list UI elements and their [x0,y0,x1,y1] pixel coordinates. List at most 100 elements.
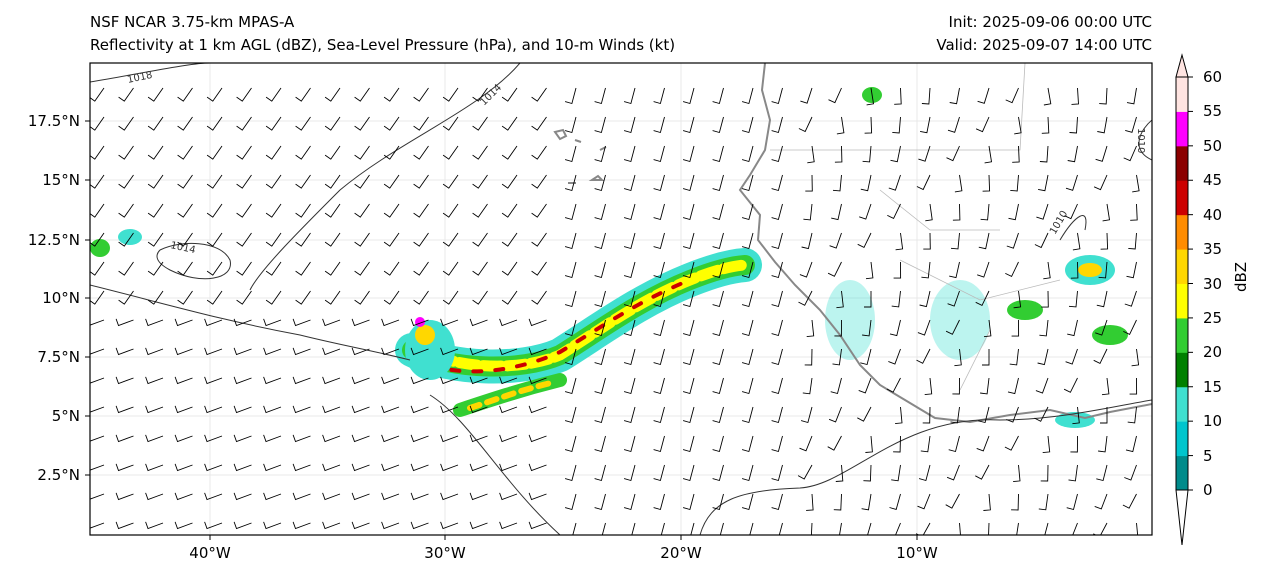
wind-barb [383,203,400,218]
wind-barb [984,145,993,164]
wind-barb [564,203,577,221]
wind-barb [594,87,606,105]
wind-barb [118,232,134,247]
wind-barb [410,463,429,472]
wind-barb [265,87,282,102]
wind-barb [292,492,311,501]
wind-barb [623,87,636,105]
wind-barb [623,145,636,163]
isobar-labels: 1018 1014 1014 1010 1010 [126,70,1146,256]
colorbar-segment [1176,455,1188,491]
wind-barb [501,87,518,102]
wind-barb [741,116,754,134]
wind-barb [381,405,400,414]
wind-barb [206,116,223,131]
wind-barb [1043,261,1051,280]
wind-barb [442,116,459,131]
wind-barb [778,522,783,535]
wind-barb [924,377,933,396]
wind-barb [118,261,134,276]
wind-barb [949,87,960,105]
wind-barb [594,203,606,221]
wind-barb [1043,87,1052,106]
wind-barb [233,376,252,385]
wind-barb [90,203,105,218]
wind-barb [623,435,636,453]
wind-barb [206,261,223,276]
wind-barb [653,174,665,192]
wind-barb [949,261,960,279]
wind-barb [771,290,783,308]
wind-barb [469,347,488,356]
wind-barb [945,319,960,335]
wind-barb [204,434,223,443]
wind-barb [920,435,931,453]
lat-tick: 15°N [42,171,80,189]
wind-barb [895,232,904,251]
wind-barb [236,261,252,276]
wind-barb [147,203,164,218]
wind-barb [1011,319,1020,337]
wind-barb [836,116,845,135]
wind-barb [712,406,724,424]
wind-barb [499,492,518,501]
wind-barb [623,232,636,250]
wind-barb [771,348,783,366]
wind-barb [1072,232,1081,251]
wind-barb [832,348,842,366]
wind-barb [1128,232,1137,250]
wind-barb [806,493,814,511]
wind-barb [145,434,164,443]
wind-barb [977,87,990,104]
wind-barb [174,521,193,530]
wind-barb [682,464,695,482]
wind-barb [594,319,606,337]
wind-barb [174,434,193,443]
wind-barb [174,376,193,385]
wind-barb [741,174,754,192]
wind-barb [263,405,282,414]
wind-barb [572,522,577,535]
wind-barb [864,291,872,308]
wind-barb [381,521,400,530]
wind-barb [263,492,282,501]
wind-barb [806,319,815,338]
wind-barb [324,203,341,218]
wind-barb [115,463,134,472]
wind-barb [118,174,134,189]
wind-barb [594,493,606,511]
wind-barb [653,232,665,250]
colorbar-segment [1176,180,1188,216]
wind-barb [413,145,429,160]
wind-barb [946,464,960,481]
wind-barb [206,203,223,218]
wind-barb [1130,203,1138,221]
wind-barb [472,203,488,218]
wind-barb [263,347,282,356]
colorbar-segment [1176,145,1188,181]
wind-barb [1097,116,1108,134]
wind-barb [531,87,547,102]
wind-barb [115,521,134,530]
wind-barb [233,492,252,501]
wind-barb [916,174,931,191]
wind-barb [771,87,783,105]
wind-barb [442,290,459,305]
wind-barb [564,116,577,134]
colorbar-segment [1176,352,1188,388]
wind-barb [413,174,429,189]
wind-barb [594,377,606,395]
wind-barb [1034,406,1049,422]
wind-barb [381,463,400,472]
wind-barb [1098,435,1108,453]
wind-barb [528,405,547,414]
wind-barb [383,145,400,160]
isobar-label: 1010 [1135,128,1146,153]
wind-barb [1132,174,1140,193]
wind-barb [594,116,606,134]
wind-barb [653,377,665,395]
wind-barb [1007,377,1019,395]
wind-barb [90,435,105,442]
isobar-label: 1018 [126,70,153,86]
wind-barb [469,521,488,530]
